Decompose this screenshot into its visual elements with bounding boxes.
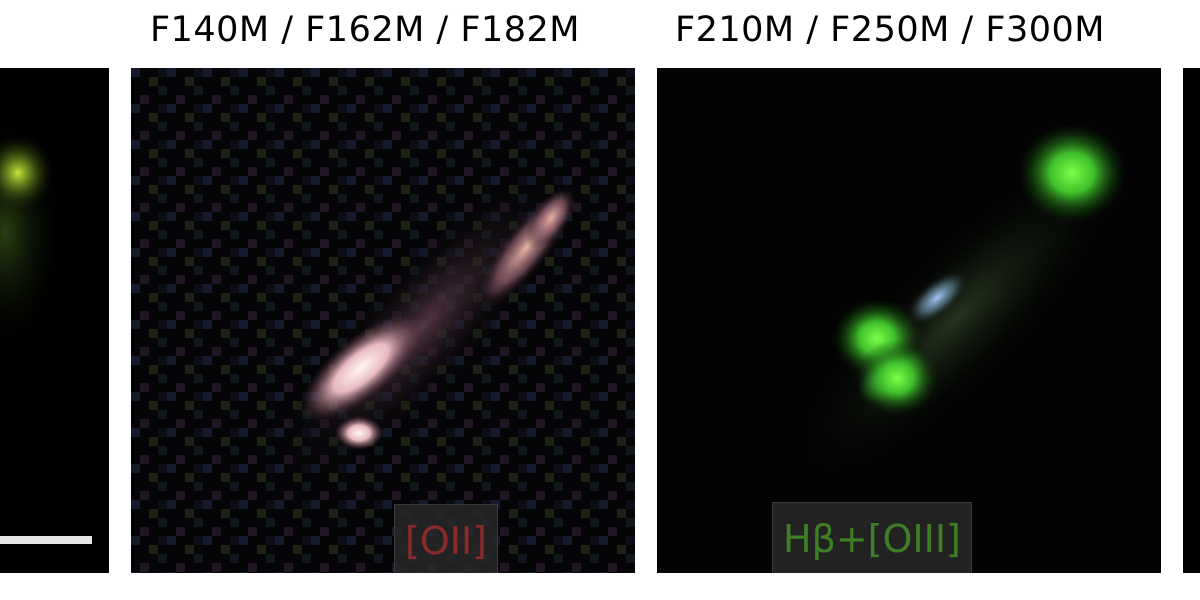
image-panel-1: [OII] (131, 68, 635, 573)
panel-title-1: F140M / F162M / F182M (150, 10, 580, 50)
panel-title-2: F210M / F250M / F300M (675, 10, 1105, 50)
scale-bar (0, 536, 92, 544)
line-label-hbeta-oiii: Hβ+[OIII] (772, 502, 972, 573)
image-panel-0 (0, 68, 109, 573)
galaxy-image-2 (657, 68, 1161, 573)
galaxy-image-3 (1183, 68, 1200, 573)
image-panel-3 (1183, 68, 1200, 573)
galaxy-image-0 (0, 113, 92, 544)
line-label-oii: [OII] (394, 504, 498, 573)
image-panel-2: Hβ+[OIII] (657, 68, 1161, 573)
galaxy-image-1 (131, 68, 635, 573)
